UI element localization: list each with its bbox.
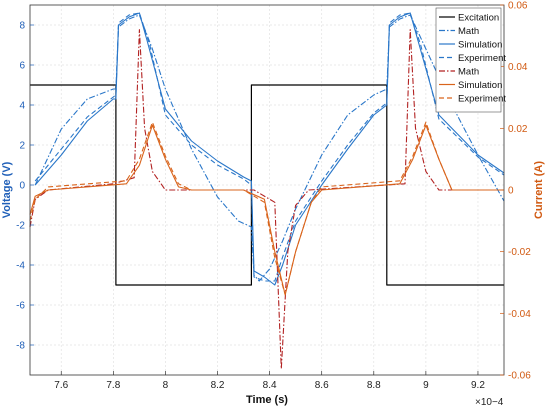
y-left-tick-label: 0 <box>19 181 25 192</box>
series-line-experiment-left <box>34 12 505 282</box>
legend-label: Math <box>458 26 479 37</box>
x-tick-label: 8.4 <box>263 380 277 391</box>
legend-label: Experiment <box>458 53 506 64</box>
series-line-simulation-right <box>29 124 504 296</box>
legend-entries: Excitation Math Simulation Experiment Math Si… <box>439 13 506 105</box>
y-left-tick-label: 4 <box>19 101 25 112</box>
x-axis-label: Time (s) <box>246 394 288 406</box>
y-left-tick-label: 6 <box>19 61 25 72</box>
y-right-tick-label: 0.06 <box>508 1 528 12</box>
y-left-tick-label: -2 <box>16 221 25 232</box>
legend-label: Excitation <box>458 13 499 24</box>
y-right-tick-label: 0.02 <box>508 124 528 135</box>
legend-label: Simulation <box>458 40 502 51</box>
plot-background <box>30 5 504 375</box>
y-right-tick-label: -0.02 <box>508 247 531 258</box>
x-tick-label: 8.8 <box>367 380 381 391</box>
x-tick-label: 9 <box>423 380 429 391</box>
legend-label: Math <box>458 67 479 78</box>
x-tick-label: 7.8 <box>106 380 120 391</box>
y-left-tick-label: 2 <box>19 141 25 152</box>
y-right-tick-label: 0.04 <box>508 62 528 73</box>
series-line-experiment-right <box>29 121 504 296</box>
y-right-axis-label: Current (A) <box>533 161 545 219</box>
axis-ticks: 7.6 7.8 8 8.2 8.4 8.6 8.8 9 9.2 -8 -6 -4 -2 0 2 4 6 8 -0.0… <box>16 1 531 392</box>
series-line-math-left <box>34 14 505 282</box>
y-left-tick-label: 8 <box>19 21 25 32</box>
y-left-tick-label: -8 <box>16 341 25 352</box>
x-tick-label: 8.2 <box>211 380 225 391</box>
legend: Excitation Math Simulation Experiment Math Si… <box>435 7 506 113</box>
x-tick-label: 8 <box>163 380 169 391</box>
legend-label: Experiment <box>458 94 506 105</box>
x-tick-label: 9.2 <box>471 380 485 391</box>
y-right-tick-label: -0.06 <box>508 371 531 382</box>
x-tick-label: 7.6 <box>54 380 68 391</box>
y-left-axis-label: Voltage (V) <box>1 161 13 218</box>
y-right-tick-label: -0.04 <box>508 309 531 320</box>
y-left-tick-label: -6 <box>16 301 25 312</box>
legend-box <box>435 7 502 113</box>
legend-label: Simulation <box>458 80 502 91</box>
x-axis-multiplier: ×10−4 <box>475 397 504 408</box>
y-left-tick-label: -4 <box>16 261 25 272</box>
x-tick-label: 8.6 <box>315 380 329 391</box>
series-layer <box>29 12 505 370</box>
y-right-tick-label: 0 <box>508 186 514 197</box>
